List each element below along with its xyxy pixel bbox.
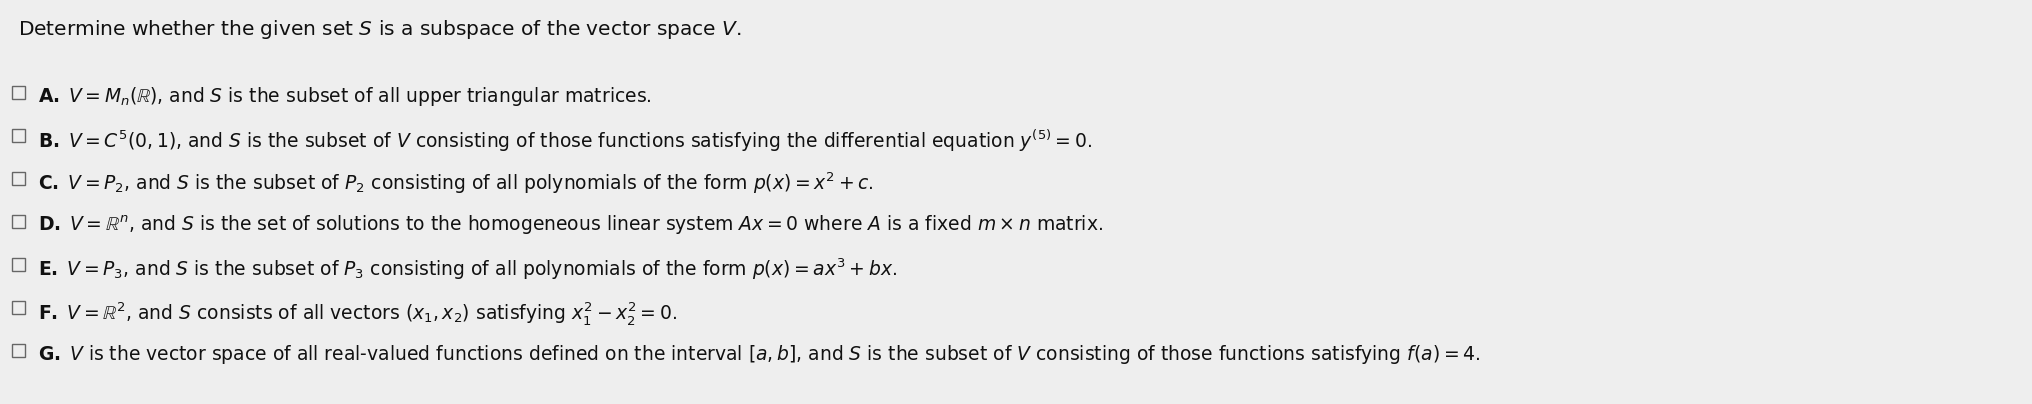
Text: $\mathbf{F.}\; V = \mathbb{R}^2$, and $S$ consists of all vectors $(x_1, x_2)$ s: $\mathbf{F.}\; V = \mathbb{R}^2$, and $S…: [39, 300, 677, 327]
Text: $\mathbf{E.}\; V = P_3$, and $S$ is the subset of $P_3$ consisting of all polyno: $\mathbf{E.}\; V = P_3$, and $S$ is the …: [39, 257, 896, 282]
Bar: [12, 301, 24, 314]
Text: Determine whether the given set $S$ is a subspace of the vector space $V$.: Determine whether the given set $S$ is a…: [18, 18, 742, 41]
Bar: [12, 128, 24, 141]
Text: $\mathbf{D.}\; V = \mathbb{R}^n$, and $S$ is the set of solutions to the homogen: $\mathbf{D.}\; V = \mathbb{R}^n$, and $S…: [39, 214, 1103, 238]
Bar: [12, 257, 24, 271]
Text: $\mathbf{A.}\; V = M_n(\mathbb{R})$, and $S$ is the subset of all upper triangul: $\mathbf{A.}\; V = M_n(\mathbb{R})$, and…: [39, 85, 652, 108]
Text: $\mathbf{B.}\; V = C^5(0, 1)$, and $S$ is the subset of $V$ consisting of those : $\mathbf{B.}\; V = C^5(0, 1)$, and $S$ i…: [39, 128, 1091, 154]
Bar: [12, 343, 24, 356]
Bar: [12, 215, 24, 227]
Text: $\mathbf{G.}\; V$ is the vector space of all real-valued functions defined on th: $\mathbf{G.}\; V$ is the vector space of…: [39, 343, 1479, 366]
Text: $\mathbf{C.}\; V = P_2$, and $S$ is the subset of $P_2$ consisting of all polyno: $\mathbf{C.}\; V = P_2$, and $S$ is the …: [39, 171, 874, 196]
Bar: [12, 86, 24, 99]
Bar: [12, 172, 24, 185]
